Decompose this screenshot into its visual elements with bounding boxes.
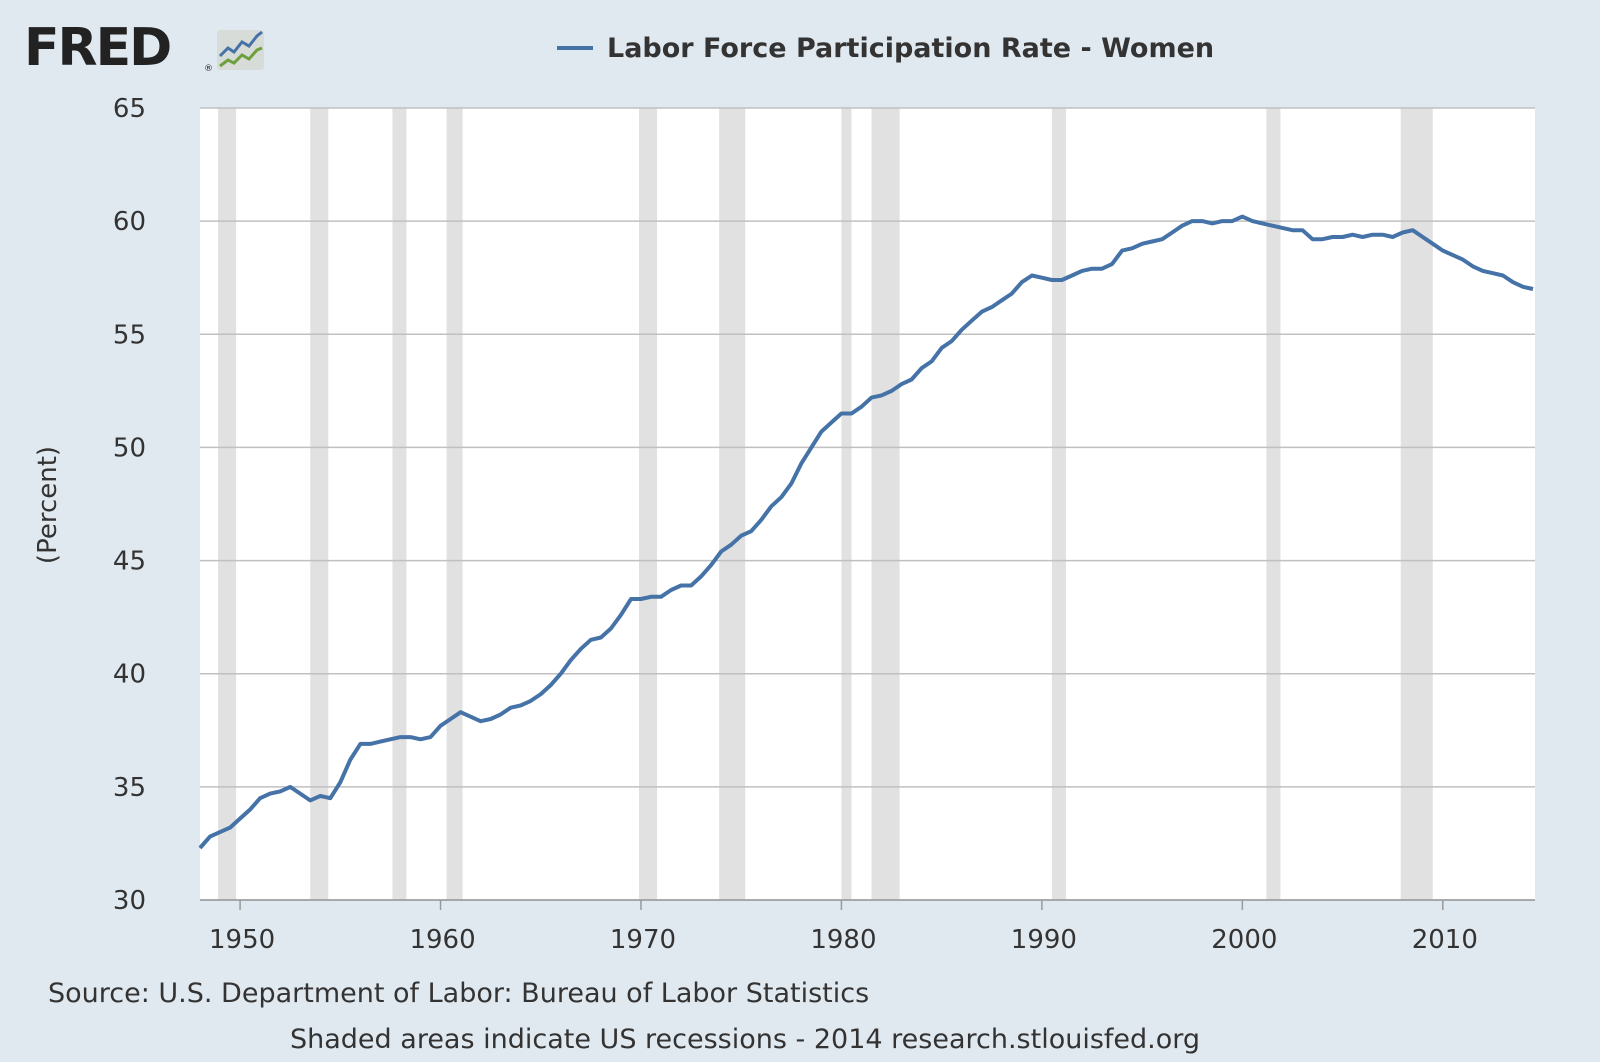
x-tick-label: 2010 [1412,925,1478,955]
recession-band [392,108,407,900]
y-tick-label: 40 [113,660,146,690]
series-line-women [198,214,1534,850]
chart-legend: Labor Force Participation Rate - Women [557,30,1214,66]
y-tick-label: 35 [113,773,146,803]
recession-band [218,108,237,900]
recession-band [841,108,852,900]
x-tick-label: 2000 [1211,925,1277,955]
recession-band [719,108,746,900]
y-tick-label: 50 [113,433,146,463]
recession-band [1051,108,1066,900]
y-tick-label: 30 [113,886,146,916]
recession-band [310,108,329,900]
y-axis-label: (Percent) [33,446,63,564]
x-axis: 1950 1960 1970 1980 1990 2000 2010 [200,899,1535,955]
x-tick-label: 1980 [810,925,876,955]
recession-band [1266,108,1281,900]
x-tick-label: 1950 [209,925,275,955]
y-tick-label: 65 [113,94,146,124]
recession-band [1400,108,1433,900]
recession-band [638,108,658,900]
line-graph-icon [217,30,264,70]
registered-mark: ® [204,64,213,74]
x-tick-label: 1970 [610,925,676,955]
recession-note: Shaded areas indicate US recessions - 20… [290,1024,1201,1055]
y-tick-label: 60 [113,207,146,237]
fred-logo: FRED ® [24,18,274,78]
y-axis: 30 35 40 45 50 55 60 65 [113,94,146,916]
x-tick-label: 1960 [409,925,475,955]
line-chart: 1950 1960 1970 1980 1990 2000 2010 30 35 40 45 50 5… [33,94,1535,955]
legend-label: Labor Force Participation Rate - Women [607,32,1215,64]
y-tick-label: 45 [113,547,146,577]
recession-bands [218,108,1433,900]
y-tick-label: 55 [113,320,146,350]
source-note: Source: U.S. Department of Labor: Bureau… [48,978,870,1009]
x-tick-label: 1990 [1011,925,1077,955]
recession-band [871,108,900,900]
recession-band [446,108,463,900]
legend-swatch [557,46,593,50]
fred-logo-text: FRED [24,18,172,78]
